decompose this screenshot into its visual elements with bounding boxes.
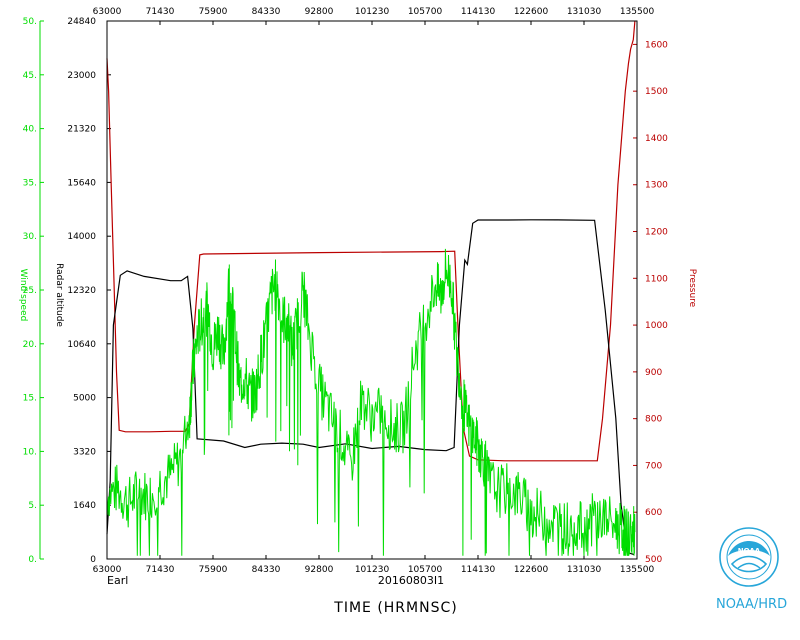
x-tick-label-bottom: 101230 bbox=[355, 565, 390, 575]
x-tick-label-top: 75900 bbox=[199, 7, 228, 17]
height-tick-label: 3320 bbox=[73, 447, 96, 457]
wind-tick-label: 30. bbox=[23, 232, 37, 242]
series-layer bbox=[106, 20, 636, 556]
pressure-tick-label: 1000 bbox=[645, 321, 668, 331]
x-axis-bottom: 63000 71430 75900 84330 92800 101230 105700 114… bbox=[93, 555, 655, 575]
x-tick-label-top: 101230 bbox=[355, 7, 390, 17]
x-tick-label-top: 122600 bbox=[514, 7, 549, 17]
x-tick-label-top: 63000 bbox=[93, 7, 122, 17]
wind-tick-label: 20. bbox=[23, 340, 37, 350]
series-wind-line bbox=[106, 248, 636, 556]
pressure-tick-label: 1400 bbox=[645, 134, 668, 144]
pressure-axis-title: Pressure bbox=[687, 269, 697, 308]
x-tick-label-top: 135500 bbox=[620, 7, 655, 17]
radar-altitude-axis: 0 1640 3320 5000 10640 12320 14000 15640 21320 23… bbox=[67, 17, 111, 565]
height-tick-label: 5000 bbox=[73, 394, 96, 404]
x-tick-label-bottom: 84330 bbox=[252, 565, 281, 575]
x-tick-label-bottom: 131030 bbox=[567, 565, 602, 575]
pressure-tick-label: 500 bbox=[645, 555, 662, 565]
pressure-axis: 500 600 700 800 900 1000 1100 1200 1300 1400 1500 1… bbox=[633, 21, 668, 565]
height-tick-label: 24840 bbox=[67, 17, 96, 27]
pressure-tick-label: 1600 bbox=[645, 40, 668, 50]
x-tick-label-top: 114130 bbox=[461, 7, 496, 17]
pressure-tick-label: 800 bbox=[645, 415, 662, 425]
plot-frame bbox=[106, 20, 638, 560]
x-tick-label-bottom: 71430 bbox=[146, 565, 175, 575]
height-tick-label: 12320 bbox=[67, 286, 96, 296]
storm-label: Earl bbox=[107, 574, 128, 587]
x-tick-label-bottom: 122600 bbox=[514, 565, 549, 575]
height-tick-label: 15640 bbox=[67, 178, 96, 188]
pressure-tick-label: 700 bbox=[645, 461, 662, 471]
series-pressure-line bbox=[106, 20, 636, 462]
pressure-tick-label: 1100 bbox=[645, 274, 668, 284]
series-height-line bbox=[106, 219, 635, 556]
wind-tick-label: 35. bbox=[23, 178, 37, 188]
wind-tick-label: 40. bbox=[23, 125, 37, 135]
wind-speed-axis: 0. 5. 10. 15. 20. 25. 30. 35. 40. 45. 50. bbox=[23, 17, 44, 565]
x-axis-title: TIME (HRMNSC) bbox=[333, 600, 457, 616]
x-axis-top: 63000 71430 75900 84330 92800 101230 105700 114… bbox=[93, 7, 655, 25]
wind-tick-label: 10. bbox=[23, 447, 37, 457]
wind-tick-label: 25. bbox=[23, 286, 37, 296]
height-tick-label: 10640 bbox=[67, 340, 96, 350]
wind-tick-label: 0. bbox=[28, 555, 37, 565]
logo-text: NOAA bbox=[738, 547, 761, 555]
x-tick-label-bottom: 135500 bbox=[620, 565, 655, 575]
x-tick-label-top: 105700 bbox=[408, 7, 443, 17]
flight-id: 20160803I1 bbox=[378, 574, 444, 587]
radar-altitude-axis-title: Radar altitude bbox=[54, 263, 64, 327]
x-tick-label-top: 92800 bbox=[305, 7, 334, 17]
height-tick-label: 21320 bbox=[67, 125, 96, 135]
height-tick-label: 1640 bbox=[73, 501, 96, 511]
pressure-tick-label: 1200 bbox=[645, 228, 668, 238]
height-tick-label: 14000 bbox=[67, 232, 96, 242]
wind-tick-label: 15. bbox=[23, 394, 37, 404]
pressure-tick-label: 1500 bbox=[645, 87, 668, 97]
wind-tick-label: 45. bbox=[23, 71, 37, 81]
x-tick-label-bottom: 105700 bbox=[408, 565, 443, 575]
height-tick-label: 0 bbox=[90, 555, 96, 565]
wind-tick-label: 5. bbox=[28, 501, 37, 511]
x-tick-label-bottom: 114130 bbox=[461, 565, 496, 575]
pressure-tick-label: 900 bbox=[645, 368, 662, 378]
x-tick-label-top: 84330 bbox=[252, 7, 281, 17]
wind-speed-axis-title: Wind speed bbox=[18, 269, 28, 322]
x-tick-label-bottom: 63000 bbox=[93, 565, 122, 575]
pressure-tick-label: 600 bbox=[645, 508, 662, 518]
noaa-logo-icon: NOAA bbox=[719, 527, 779, 587]
x-tick-label-bottom: 92800 bbox=[305, 565, 334, 575]
credit-label: NOAA/HRD bbox=[716, 597, 788, 612]
x-tick-label-top: 71430 bbox=[146, 7, 175, 17]
x-tick-label-top: 131030 bbox=[567, 7, 602, 17]
wind-tick-label: 50. bbox=[23, 17, 37, 27]
height-tick-label: 23000 bbox=[67, 71, 96, 81]
pressure-tick-label: 1300 bbox=[645, 181, 668, 191]
x-tick-label-bottom: 75900 bbox=[199, 565, 228, 575]
